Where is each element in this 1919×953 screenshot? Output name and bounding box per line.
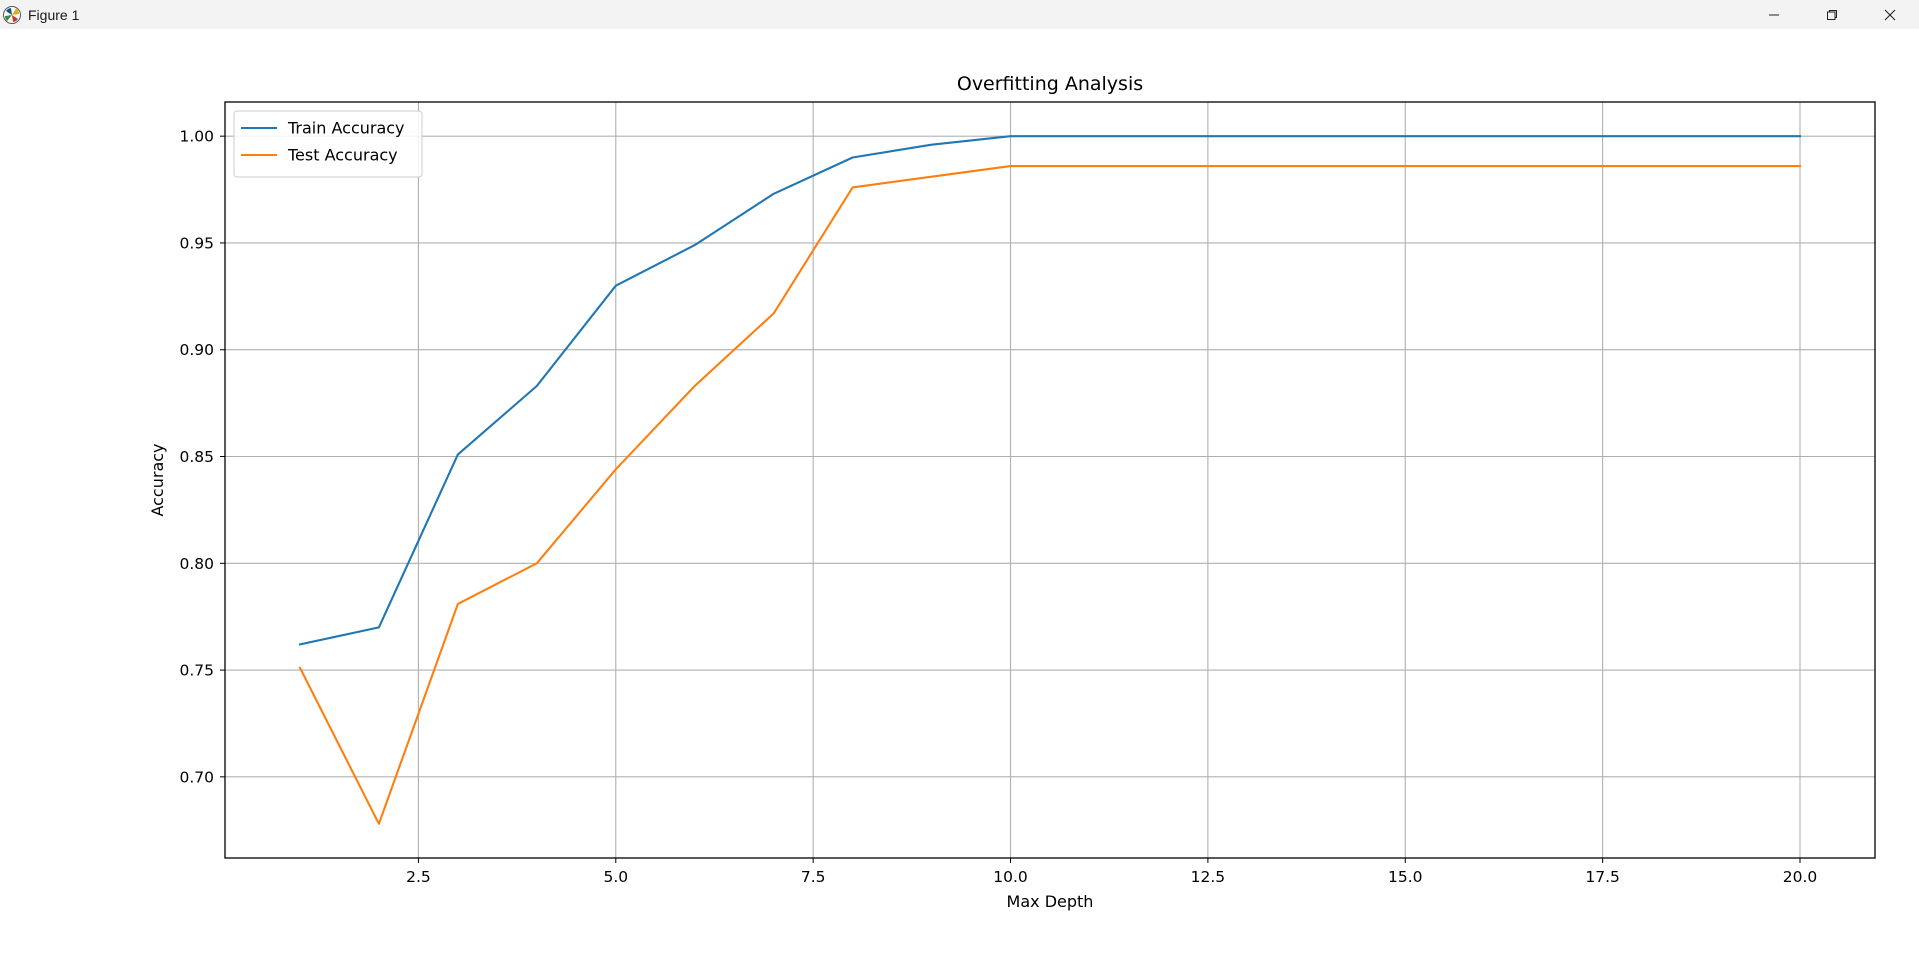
legend-box bbox=[233, 110, 423, 178]
minimize-icon bbox=[1769, 14, 1779, 15]
axes-frame bbox=[224, 101, 1876, 859]
matplotlib-app-icon bbox=[2, 5, 22, 25]
restore-button[interactable] bbox=[1803, 0, 1861, 29]
y-tick-label: 0.80 bbox=[179, 555, 214, 573]
y-axis-label: Accuracy bbox=[148, 443, 167, 516]
minimize-button[interactable] bbox=[1745, 0, 1803, 29]
chart-title: Overfitting Analysis bbox=[957, 73, 1143, 95]
x-tick-label: 5.0 bbox=[603, 868, 628, 886]
series-line-train-accuracy bbox=[298, 135, 1802, 646]
line-chart: 2.5 5.0 7.5 10.0 12.5 15.0 17.5 20.0 0.70 0.75 0.8… bbox=[148, 73, 1876, 911]
y-tick-label: 0.85 bbox=[179, 448, 214, 466]
x-tick-label: 17.5 bbox=[1585, 868, 1620, 886]
y-tick-label: 0.70 bbox=[179, 768, 214, 786]
y-tick-label: 1.00 bbox=[179, 128, 214, 146]
y-tick-label: 0.75 bbox=[179, 662, 214, 680]
x-tick-label: 2.5 bbox=[406, 868, 431, 886]
x-tick-label: 15.0 bbox=[1388, 868, 1423, 886]
legend-label: Test Accuracy bbox=[287, 146, 398, 165]
close-icon bbox=[1884, 9, 1896, 20]
close-button[interactable] bbox=[1861, 0, 1919, 29]
x-axis-label: Max Depth bbox=[1007, 892, 1094, 911]
x-tick-label: 7.5 bbox=[801, 868, 826, 886]
series-line-test-accuracy bbox=[298, 165, 1802, 825]
figure-canvas: 2.5 5.0 7.5 10.0 12.5 15.0 17.5 20.0 0.70 0.75 0.8… bbox=[0, 29, 1919, 949]
legend-label: Train Accuracy bbox=[287, 119, 405, 138]
window-title: Figure 1 bbox=[28, 6, 80, 23]
y-tick-label: 0.95 bbox=[179, 234, 214, 252]
y-tick-label: 0.90 bbox=[179, 341, 214, 359]
x-tick-label: 12.5 bbox=[1191, 868, 1226, 886]
x-tick-label: 10.0 bbox=[993, 868, 1028, 886]
window-titlebar: Figure 1 bbox=[0, 0, 1919, 29]
restore-icon bbox=[1827, 9, 1837, 20]
x-tick-label: 20.0 bbox=[1783, 868, 1818, 886]
legend: Train Accuracy Test Accuracy bbox=[233, 110, 423, 178]
